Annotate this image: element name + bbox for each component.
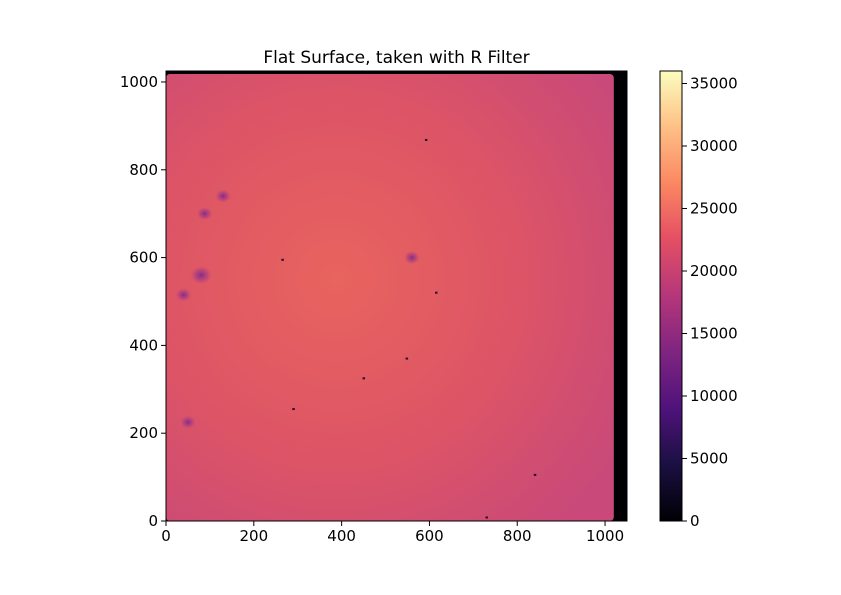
colorbar-tick-label: 35000 (690, 75, 738, 93)
y-tick-label: 600 (129, 249, 158, 267)
x-tick-label: 0 (161, 527, 171, 545)
x-tick-label: 400 (327, 527, 356, 545)
dust-blob (179, 415, 196, 430)
speck (281, 258, 284, 261)
chart-title: Flat Surface, taken with R Filter (263, 48, 530, 68)
y-tick-label: 200 (129, 424, 158, 442)
colorbar-tick-label: 20000 (690, 262, 738, 280)
dust-blob (175, 288, 192, 302)
y-tick-label: 1000 (120, 73, 158, 91)
colorbar-tick-label: 0 (690, 512, 700, 530)
y-tick-label: 800 (129, 161, 158, 179)
flat-field (166, 74, 614, 521)
plot-frame (165, 70, 628, 522)
colorbar-tick-label: 15000 (690, 325, 738, 343)
colorbar-tick-label: 25000 (690, 200, 738, 218)
speck (362, 377, 366, 380)
speck (435, 291, 438, 294)
x-tick-label: 1000 (586, 527, 624, 545)
speck (533, 473, 537, 476)
speck (292, 408, 295, 411)
colorbar-tick-label: 5000 (690, 450, 728, 468)
dust-blob (215, 189, 232, 203)
dust-blob (190, 265, 213, 285)
y-axis: 0 200 400 600 800 1000 (120, 73, 166, 530)
x-tick-label: 800 (503, 527, 532, 545)
dust-blob (403, 250, 420, 265)
colorbar-tick-label: 30000 (690, 137, 738, 155)
x-axis: 0 200 400 600 800 1000 (161, 521, 624, 545)
speck (424, 138, 428, 141)
y-tick-label: 400 (129, 336, 158, 354)
x-tick-label: 200 (239, 527, 268, 545)
colorbar-tick-label: 10000 (690, 387, 738, 405)
speck (405, 357, 409, 360)
colorbar (659, 70, 683, 522)
x-tick-label: 600 (415, 527, 444, 545)
heatmap-image (166, 71, 627, 521)
dust-blob (196, 206, 213, 221)
y-tick-label: 0 (148, 512, 158, 530)
colorbar-axis: 0 5000 10000 15000 20000 25000 30000 35000 (682, 75, 738, 530)
speck (485, 516, 489, 519)
